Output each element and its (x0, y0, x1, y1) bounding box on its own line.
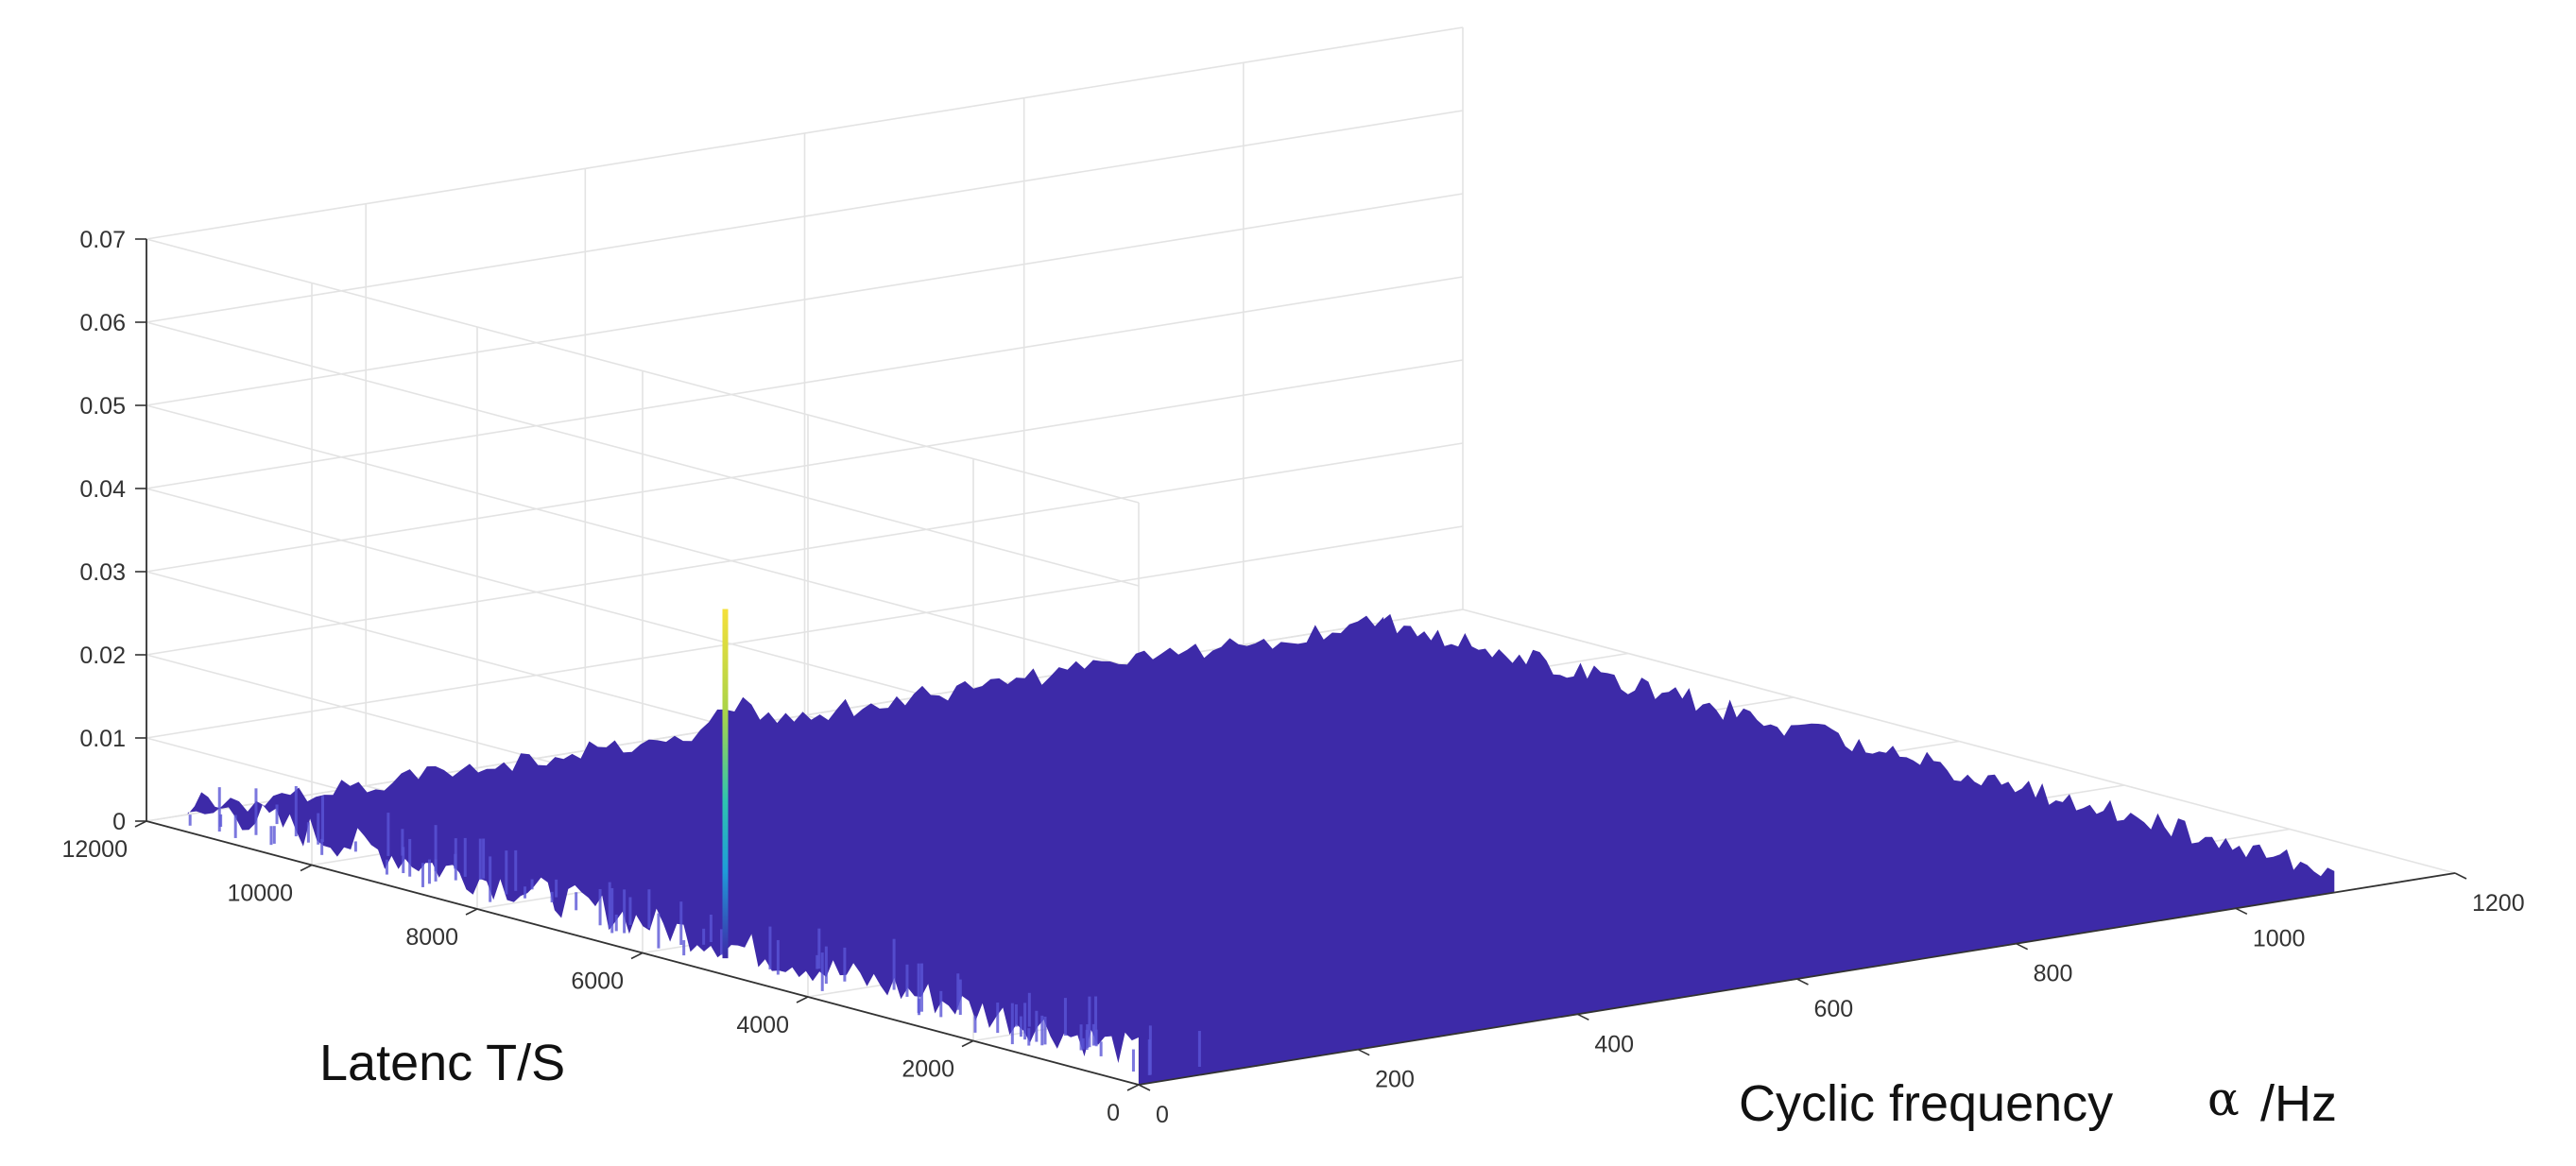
y-tick-mark (961, 1039, 974, 1048)
y-tick-mark (300, 864, 313, 872)
y-tick-mark (796, 996, 809, 1003)
z-tick-label: 0.06 (79, 310, 126, 336)
x-tick-label: 400 (1594, 1031, 1634, 1057)
peaks (722, 609, 729, 959)
x-tick-label: 1200 (2472, 890, 2525, 917)
z-tick-label: 0 (112, 809, 126, 835)
x-tick-label: 600 (1814, 996, 1854, 1022)
y-axis-label: Latenc T/S (319, 1035, 565, 1091)
y-tick-mark (134, 820, 147, 828)
x-tick-mark (1796, 978, 1809, 986)
x-axis-unit: /Hz (2260, 1075, 2337, 1132)
y-tick-label: 10000 (227, 881, 293, 907)
y-tick-label: 0 (1107, 1100, 1120, 1126)
y-tick-mark (465, 908, 478, 916)
z-tick-label: 0.03 (79, 559, 126, 586)
x-tick-label: 1000 (2253, 925, 2306, 952)
y-tick-label: 4000 (736, 1012, 789, 1038)
peak-spike (722, 609, 729, 959)
z-tick-label: 0.02 (79, 643, 126, 669)
x-axis-alpha-symbol: α (2207, 1072, 2240, 1126)
x-tick-label: 800 (2034, 961, 2073, 987)
z-tick-label: 0.05 (79, 393, 126, 420)
x-axis-label: Cyclic frequency (1739, 1075, 2113, 1132)
x-tick-mark (2454, 872, 2467, 880)
z-tick-label: 0.01 (79, 726, 126, 752)
tick-labels: 00.010.020.030.040.050.060.0702000400060… (61, 227, 2524, 1128)
y-tick-label: 6000 (571, 969, 624, 995)
y-tick-mark (1126, 1084, 1140, 1091)
x-tick-mark (1138, 1084, 1151, 1091)
x-tick-mark (2016, 942, 2029, 951)
y-tick-label: 2000 (902, 1056, 954, 1083)
x-tick-label: 0 (1156, 1102, 1169, 1128)
x-tick-label: 200 (1375, 1067, 1415, 1093)
x-tick-mark (1576, 1013, 1589, 1021)
y-tick-mark (630, 952, 644, 960)
y-tick-label: 12000 (61, 836, 128, 863)
grid-line-x-floor (1462, 609, 2456, 874)
z-tick-label: 0.07 (79, 227, 126, 253)
y-tick-label: 8000 (405, 924, 458, 951)
x-tick-mark (1357, 1048, 1370, 1056)
x-tick-mark (2235, 907, 2248, 916)
z-tick-label: 0.04 (79, 476, 126, 503)
